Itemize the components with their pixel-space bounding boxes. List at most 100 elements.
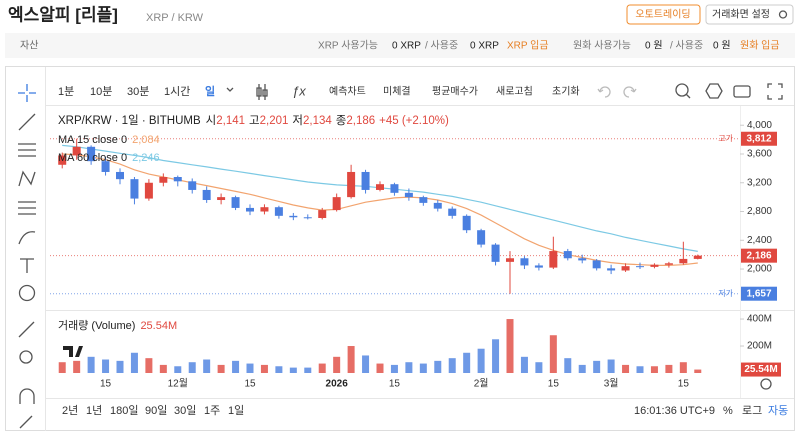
range-button[interactable]: 1주 xyxy=(204,405,220,417)
volume-bar xyxy=(477,348,485,373)
redo-icon[interactable] xyxy=(623,86,637,98)
y-tick-label: 2,400 xyxy=(747,235,772,246)
pattern-tool[interactable] xyxy=(18,170,36,187)
candle-body xyxy=(72,146,81,156)
volume-bar xyxy=(593,360,601,373)
indicator-name: MA 15 close 0 xyxy=(58,134,127,146)
xrp-in-use-label: / 사용중 xyxy=(425,40,458,52)
toolbar-action[interactable]: 초기화 xyxy=(552,86,580,98)
magnet-tool[interactable] xyxy=(19,388,35,404)
scale-option[interactable]: 로그 xyxy=(742,405,762,417)
volume-bar xyxy=(58,362,66,373)
range-button[interactable]: 1일 xyxy=(228,403,244,417)
text-tool[interactable] xyxy=(20,258,34,273)
autotrade-label: 오토트레이딩 xyxy=(635,9,690,21)
candle-body xyxy=(58,155,67,165)
candle-body xyxy=(173,177,182,182)
settings-button[interactable] xyxy=(705,4,794,25)
volume-bar xyxy=(679,362,687,373)
interval-button[interactable]: 1시간 xyxy=(164,85,190,98)
range-button[interactable]: 90일 xyxy=(145,403,167,417)
volume-bar xyxy=(203,359,211,373)
candle-body xyxy=(650,264,659,267)
candle-body xyxy=(260,207,269,212)
volume-bar xyxy=(694,369,702,373)
x-tick-label: 15 xyxy=(548,379,560,390)
candle-body xyxy=(116,171,124,180)
scale-option[interactable]: 자동 xyxy=(768,404,788,417)
interval-button[interactable]: 30분 xyxy=(127,86,149,98)
xrp-available: 0 XRP xyxy=(392,41,421,52)
range-button[interactable]: 1년 xyxy=(86,404,102,417)
interval-dropdown[interactable] xyxy=(226,87,234,92)
volume-bar xyxy=(564,358,572,373)
axis-settings-icon[interactable] xyxy=(760,378,772,390)
volume-bar xyxy=(520,356,528,373)
krw-deposit[interactable]: 원화 입금 xyxy=(740,39,780,52)
zoom-tool[interactable] xyxy=(19,350,33,364)
toolbar-action[interactable]: 미체결 xyxy=(383,86,411,98)
chart-type-icon[interactable] xyxy=(256,84,268,100)
y-tick-label: 2,800 xyxy=(747,206,772,217)
scale-option[interactable]: % xyxy=(723,405,733,417)
undo-icon[interactable] xyxy=(597,86,611,98)
krw-available: 0 원 xyxy=(645,40,663,52)
candle-body xyxy=(664,263,673,265)
candle-body xyxy=(361,171,370,190)
xrp-available-label: XRP 사용가능 xyxy=(318,40,378,52)
indicator-legend: MA 15 close 0 2,084 xyxy=(58,134,160,146)
xrp-in-use: 0 XRP xyxy=(470,41,499,52)
tv-logo xyxy=(63,346,83,357)
candle-body xyxy=(332,197,341,211)
candle-body xyxy=(144,182,153,199)
volume-tick-label: 200M xyxy=(747,341,772,352)
crosshair-tool[interactable] xyxy=(18,84,36,102)
asset-pair: XRP / KRW xyxy=(146,12,204,24)
candle-body xyxy=(534,265,543,268)
autotrade-button[interactable] xyxy=(626,4,701,25)
volume-bar xyxy=(347,346,355,373)
price-change: +45 (+2.10%) xyxy=(379,115,449,127)
volume-bar xyxy=(419,363,427,373)
fullscreen-icon[interactable] xyxy=(767,83,783,100)
indicator-icon[interactable]: ƒx xyxy=(292,83,306,98)
range-button[interactable]: 30일 xyxy=(174,403,196,417)
trendline-tool[interactable] xyxy=(18,113,36,131)
volume-bar xyxy=(130,352,138,373)
xrp-deposit[interactable]: XRP 입금 xyxy=(507,39,549,52)
candle-body xyxy=(87,146,96,162)
ruler-tool[interactable] xyxy=(18,321,35,338)
snapshot-icon[interactable] xyxy=(733,85,751,98)
x-tick-label: 15 xyxy=(100,379,112,390)
candle-body xyxy=(318,210,327,218)
price-tag-label: 1,657 xyxy=(746,288,771,299)
fib-tool[interactable] xyxy=(18,201,36,215)
toolbar-action[interactable]: 새로고침 xyxy=(496,86,533,98)
toolbar-action[interactable]: 평균매수가 xyxy=(432,86,478,98)
volume-bar xyxy=(73,360,81,373)
candle-body xyxy=(159,177,168,183)
interval-button[interactable]: 10분 xyxy=(90,86,112,98)
candle-body xyxy=(563,251,572,259)
toolbar-action[interactable]: 예측차트 xyxy=(329,86,366,98)
interval-button[interactable]: 일 xyxy=(205,84,215,98)
volume-value: 25.54M xyxy=(140,320,177,332)
y-tick-label: 3,200 xyxy=(747,177,772,188)
range-button[interactable]: 180일 xyxy=(110,403,138,417)
candle-body xyxy=(549,251,558,268)
range-button[interactable]: 2년 xyxy=(62,404,78,417)
krw-in-use-label: / 사용중 xyxy=(670,40,703,52)
interval-button[interactable]: 1분 xyxy=(58,86,74,98)
search-icon[interactable] xyxy=(675,83,689,97)
lines-tool[interactable] xyxy=(18,143,36,157)
brush-tool[interactable] xyxy=(18,231,36,245)
emoji-tool[interactable] xyxy=(18,284,36,302)
volume-bar xyxy=(188,362,196,373)
chart-header: XRP/KRW · 1일 · BITHUMB 시2,141 고2,201 저2,134… xyxy=(58,113,449,127)
volume-bar xyxy=(289,367,297,373)
price-tag xyxy=(741,286,777,301)
settings-icon[interactable] xyxy=(705,83,723,99)
draw-lock-tool[interactable] xyxy=(19,415,33,429)
